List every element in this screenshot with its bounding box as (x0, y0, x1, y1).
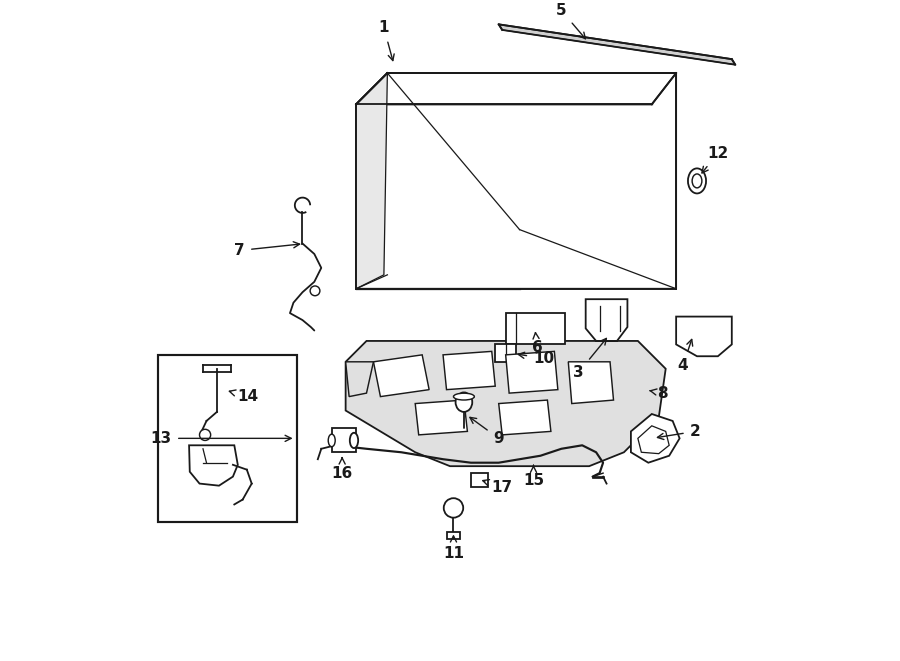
Ellipse shape (454, 393, 474, 400)
Polygon shape (346, 362, 374, 397)
Polygon shape (495, 344, 516, 362)
Polygon shape (446, 532, 461, 539)
Polygon shape (356, 73, 387, 289)
Ellipse shape (692, 174, 702, 188)
Polygon shape (356, 73, 676, 104)
Text: 8: 8 (650, 385, 668, 401)
Polygon shape (374, 355, 429, 397)
Polygon shape (499, 400, 551, 435)
Polygon shape (568, 362, 614, 404)
Text: 13: 13 (150, 431, 292, 446)
Polygon shape (499, 24, 735, 65)
Ellipse shape (455, 393, 472, 412)
Text: 6: 6 (532, 332, 543, 356)
Polygon shape (471, 473, 489, 487)
Text: 5: 5 (556, 3, 585, 39)
Polygon shape (631, 414, 680, 463)
Polygon shape (415, 400, 467, 435)
Polygon shape (356, 73, 676, 289)
Text: 15: 15 (523, 465, 544, 488)
Ellipse shape (688, 169, 706, 194)
Text: 2: 2 (657, 424, 701, 440)
Text: 12: 12 (702, 145, 728, 173)
Circle shape (444, 498, 464, 518)
Polygon shape (586, 299, 627, 341)
Text: 4: 4 (678, 339, 693, 373)
Text: 14: 14 (230, 389, 258, 404)
Text: 1: 1 (379, 20, 394, 61)
Circle shape (200, 429, 211, 440)
Ellipse shape (350, 433, 358, 448)
Text: 9: 9 (470, 417, 504, 446)
Polygon shape (189, 446, 238, 486)
Polygon shape (676, 317, 732, 356)
Polygon shape (638, 426, 670, 453)
Text: 16: 16 (331, 458, 353, 481)
Polygon shape (506, 313, 565, 344)
Circle shape (310, 286, 320, 295)
Polygon shape (332, 428, 356, 452)
Ellipse shape (328, 434, 335, 447)
Text: 17: 17 (482, 479, 513, 494)
Text: 7: 7 (234, 242, 300, 258)
Text: 3: 3 (573, 338, 607, 380)
FancyBboxPatch shape (158, 355, 297, 522)
Polygon shape (443, 352, 495, 389)
Text: 10: 10 (518, 351, 554, 366)
Polygon shape (506, 352, 558, 393)
Polygon shape (346, 341, 666, 466)
Text: 11: 11 (443, 536, 464, 561)
